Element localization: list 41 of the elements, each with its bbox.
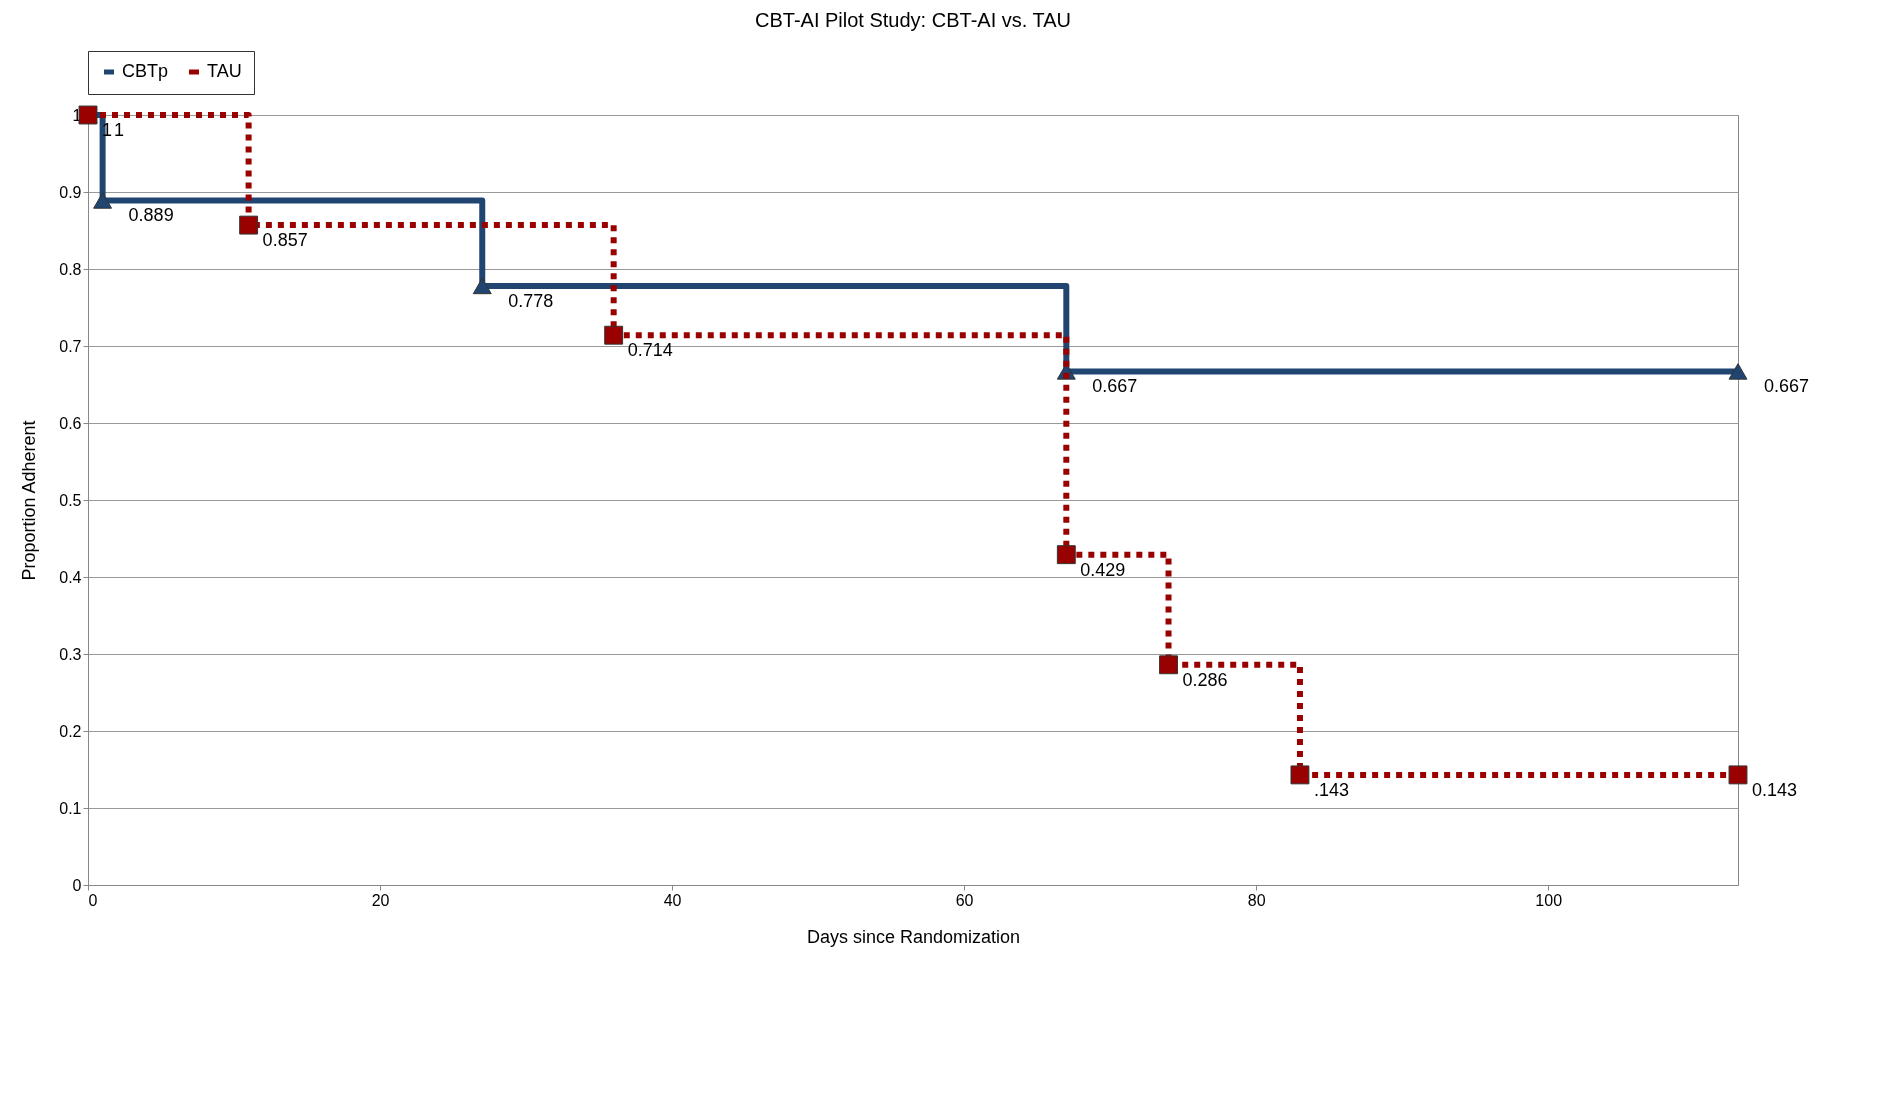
y-axis-title: Proportion Adherent	[19, 420, 40, 581]
data-label: 0.286	[1182, 669, 1228, 690]
data-label: .143	[1313, 779, 1349, 800]
point	[472, 277, 492, 295]
y-tick-label: 0.4	[59, 568, 82, 586]
legend-label: CBTp	[122, 61, 169, 81]
x-tick-label: 60	[955, 891, 974, 909]
legend-label: TAU	[207, 61, 242, 81]
y-tick-label: 0.8	[59, 260, 82, 278]
point	[1728, 363, 1748, 380]
y-tick-label: 0.3	[59, 645, 82, 663]
point	[93, 192, 113, 209]
point	[1728, 765, 1748, 785]
data-label: 0.143	[1752, 779, 1798, 800]
x-tick-label: 80	[1247, 891, 1266, 909]
data-label: 0.667	[1092, 376, 1138, 397]
y-tick-label: 0.5	[59, 491, 82, 509]
x-tick-label: 40	[663, 891, 682, 909]
data-label: 0.714	[627, 340, 673, 361]
data-label: 0.889	[128, 205, 174, 226]
data-label: 0.667	[1764, 376, 1810, 397]
x-axis-title: Days since Randomization	[806, 926, 1021, 947]
point	[1056, 545, 1076, 565]
point	[1290, 765, 1310, 785]
chart-title: CBT-AI Pilot Study: CBT-AI vs. TAU	[754, 8, 1072, 31]
data-label: 0.429	[1080, 559, 1126, 580]
x-tick-label: 100	[1535, 891, 1563, 909]
y-tick-label: 0.6	[59, 414, 82, 432]
point	[604, 325, 624, 345]
y-tick-label: 0	[72, 876, 82, 894]
y-tick-label: 0.1	[59, 799, 82, 817]
point	[239, 215, 259, 235]
x-tick-label: 20	[371, 891, 390, 909]
point	[1159, 655, 1178, 675]
data-label: 0.778	[508, 290, 554, 311]
data-label: 0.857	[262, 230, 308, 251]
y-tick-label: 0.2	[59, 722, 82, 740]
y-tick-label: 0.7	[59, 337, 82, 355]
x-tick-label: 0	[88, 891, 98, 909]
y-tick-label: 0.9	[59, 183, 82, 201]
data-label: 1	[114, 120, 125, 140]
